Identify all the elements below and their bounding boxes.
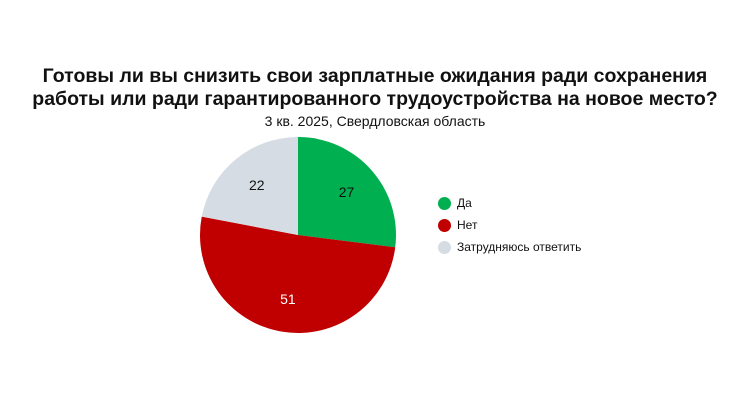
legend-label: Нет	[457, 218, 478, 232]
data-label: 22	[249, 177, 265, 193]
legend-swatch	[438, 240, 451, 254]
pie-slice	[201, 137, 298, 235]
title-line-1: Готовы ли вы снизить свои зарплатные ожи…	[42, 65, 708, 87]
legend-item: Да	[438, 196, 472, 210]
chart-subtitle: 3 кв. 2025, Свердловская область	[264, 113, 486, 129]
pie-slice	[199, 216, 396, 334]
legend-item: Нет	[438, 218, 477, 232]
data-label: 51	[280, 291, 296, 307]
legend-swatch	[438, 218, 451, 232]
pie-slice	[298, 137, 397, 248]
legend-label: Да	[457, 196, 472, 210]
chart-title: Готовы ли вы снизить свои зарплатные ожи…	[0, 65, 750, 111]
title-line-2: работы или ради гарантированного трудоус…	[32, 88, 718, 110]
legend-swatch	[438, 196, 451, 210]
legend-item: Затрудняюсь ответить	[438, 240, 581, 254]
data-label: 27	[339, 184, 355, 200]
legend-label: Затрудняюсь ответить	[457, 240, 582, 254]
